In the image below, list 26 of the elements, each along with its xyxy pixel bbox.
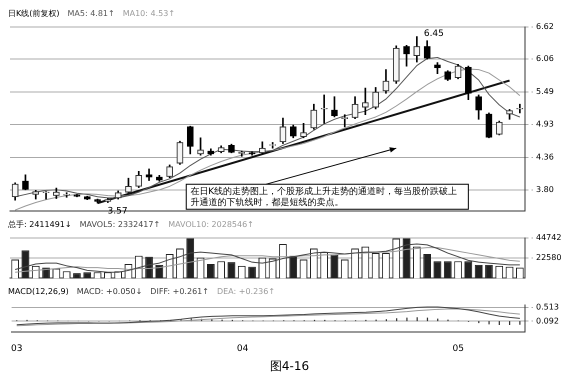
caption: 图4-16 xyxy=(270,359,310,373)
text: MACD: +0.050↓ xyxy=(76,287,142,296)
y-tick-label: 4.93 xyxy=(536,120,554,129)
chart-title: 总手: 2411491↓ xyxy=(8,220,72,229)
y-tick-label: 22580 xyxy=(536,253,562,262)
annotation: 在日K线的走势图上，个股形成上升走势的通道时，每当股价跌破上升通道的下轨线时，都是短线的卖点。 xyxy=(190,186,458,208)
x-tick-label: 05 xyxy=(452,344,464,354)
chart-title: 日K线(前复权) xyxy=(8,9,60,18)
y-tick-label: 3.80 xyxy=(536,184,554,194)
annotation: 6.45 xyxy=(424,28,444,39)
x-tick-label: 03 xyxy=(11,344,22,354)
y-tick-label: 5.49 xyxy=(536,87,554,96)
x-tick-label: 04 xyxy=(236,344,249,354)
text: MA10: 4.53↑ xyxy=(122,9,176,18)
text: MAVOL10: 2028546↑ xyxy=(168,220,254,229)
text: DIFF: +0.261↑ xyxy=(150,287,209,296)
y-tick-label: 6.62 xyxy=(536,22,554,31)
y-tick-label: 4.36 xyxy=(536,152,554,162)
y-tick-label: 0.513 xyxy=(536,302,559,312)
text: MA5: 4.81↑ xyxy=(68,9,115,18)
y-tick-label: 6.06 xyxy=(536,54,554,64)
y-tick-label: 0.092 xyxy=(536,316,559,326)
text: DEA: +0.236↑ xyxy=(216,287,276,296)
chart-title: MACD(12,26,9) xyxy=(8,287,69,296)
y-tick-label: 44742 xyxy=(536,232,562,242)
text: MAVOL5: 2332417↑ xyxy=(80,220,160,229)
